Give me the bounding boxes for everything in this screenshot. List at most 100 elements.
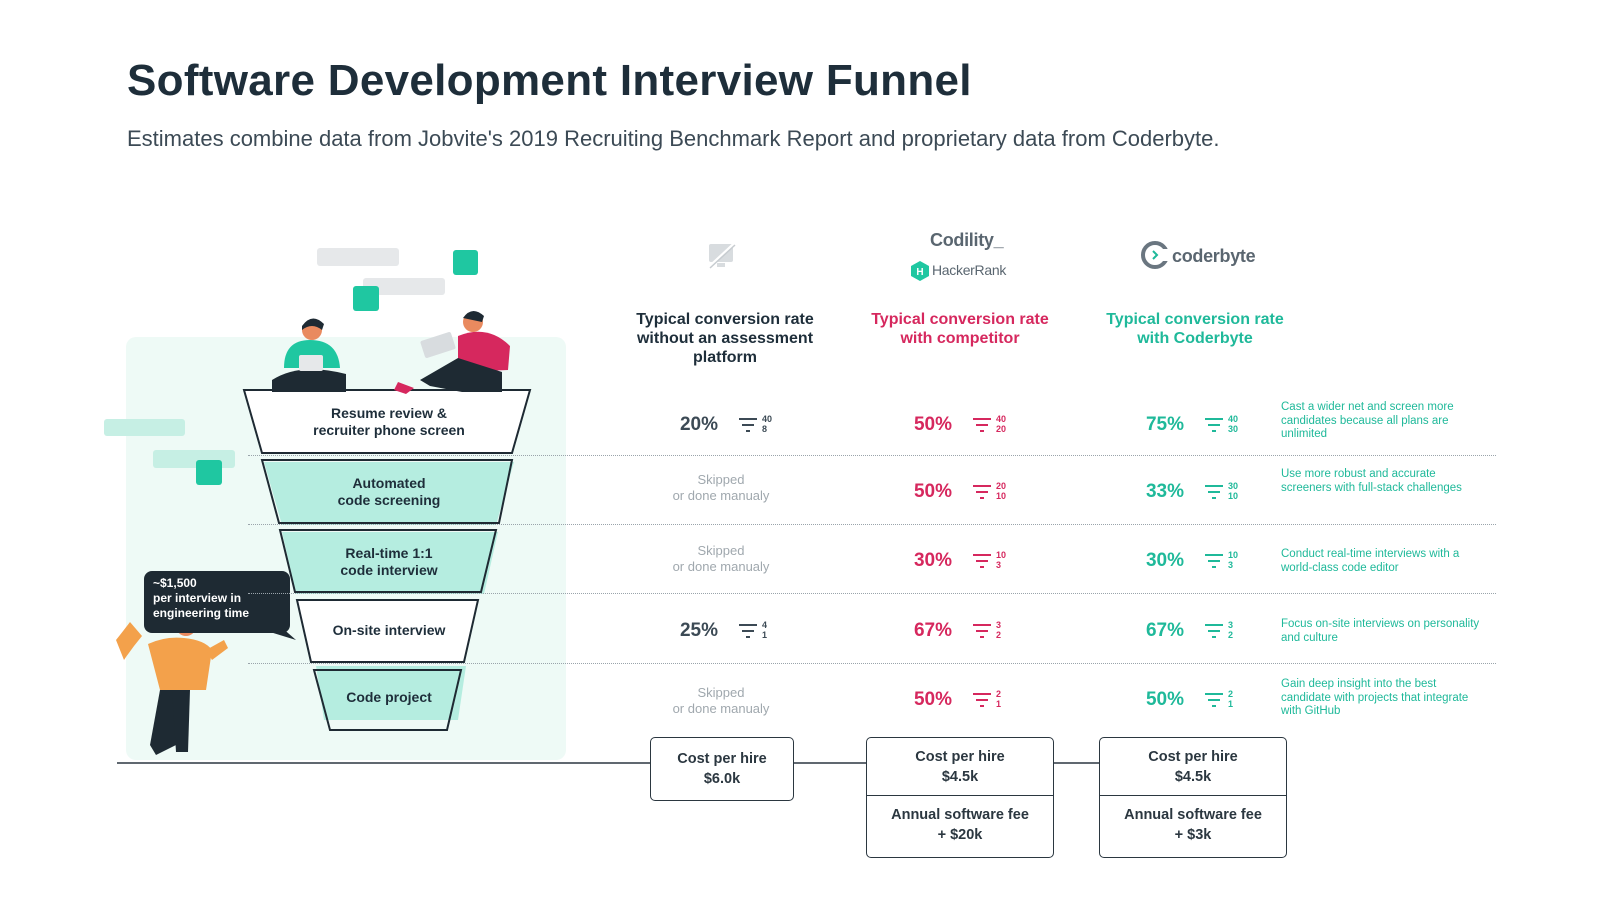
rate-coderbyte: 75% [1145, 414, 1185, 435]
funnel-icon [739, 624, 757, 638]
fraction-competitor: 10 3 [996, 550, 1006, 570]
funnel-icon [973, 418, 991, 432]
row-separator [248, 524, 1496, 525]
rate-competitor: 30% [913, 550, 953, 571]
funnel-stage-3-fill [282, 532, 498, 594]
fraction-top: 2 [996, 689, 1002, 699]
stage-label-2: Automated code screening [269, 475, 509, 509]
funnel-stage-5 [312, 669, 463, 731]
fraction-top: 40 [996, 414, 1007, 424]
benefit-note: Use more robust and accurate screeners w… [1281, 468, 1462, 494]
rate-coderbyte: 30% [1145, 550, 1185, 571]
hackerrank-logo: HackerRank [932, 262, 1007, 278]
fraction-bottom: 2 [1228, 630, 1234, 640]
funnel-icon [1205, 624, 1223, 638]
codility-logo: Codility_ [930, 230, 1004, 250]
stage-label-line: recruiter phone screen [313, 422, 465, 438]
fraction-top: 40 [762, 414, 773, 424]
funnel-icon [973, 693, 991, 707]
stage-label-4: On-site interview [332, 622, 446, 638]
skipped-line: Skipped [697, 472, 745, 487]
row-separator [248, 455, 1496, 456]
skipped-none: Skipped or done manualy [641, 543, 801, 575]
coderbyte-icon [1141, 241, 1169, 269]
row-separator [248, 663, 1496, 664]
fraction-top: 10 [1228, 550, 1239, 560]
funnel-stage-1 [242, 389, 532, 454]
benefit-note: Cast a wider net and screen more candida… [1281, 401, 1454, 440]
cost-label: Cost per hire [677, 751, 767, 767]
fraction-top: 3 [996, 620, 1002, 630]
fraction-bottom: 1 [762, 630, 768, 640]
benefit-note: Conduct real-time interviews with a worl… [1281, 548, 1460, 574]
stage-label-line: Automated [352, 475, 426, 491]
coderbyte-logo: coderbyte [1172, 246, 1256, 266]
box-divider [1100, 795, 1286, 796]
rate-coderbyte: 50% [1145, 689, 1185, 710]
funnel-icon [1205, 485, 1223, 499]
fraction-bottom: 30 [1228, 424, 1239, 434]
callout-bubble [144, 571, 290, 633]
column-header-none: Typical conversion rate without an asses… [636, 311, 814, 366]
stage-label-3: Real-time 1:1 code interview [269, 545, 509, 579]
callout-amount: ~$1,500 [153, 576, 197, 590]
stage-label-line: Resume review & [331, 405, 447, 421]
funnel-icon [973, 624, 991, 638]
rate-none: 20% [679, 414, 719, 435]
fraction-top: 4 [762, 620, 768, 630]
skipped-line: Skipped [697, 685, 745, 700]
stage-label-5: Code project [346, 689, 432, 705]
funnel-stage-2 [260, 459, 514, 524]
no-platform-icon [706, 241, 737, 270]
skipped-line: or done manualy [672, 488, 770, 503]
row-separator [248, 593, 1496, 594]
rate-competitor: 50% [913, 414, 953, 435]
deco-square [453, 250, 478, 275]
deco-square [196, 460, 222, 485]
cost-box-none: Cost per hire $6.0k [650, 737, 794, 801]
person-standing-illustration [116, 616, 228, 755]
skipped-none: Skipped or done manualy [641, 685, 801, 717]
column-header-competitor: Typical conversion rate with competitor [871, 311, 1049, 347]
rate-competitor: 50% [913, 689, 953, 710]
cost-box-competitor: Cost per hire $4.5k Annual software fee … [866, 737, 1054, 858]
column-header-coderbyte: Typical conversion rate with Coderbyte [1106, 311, 1284, 347]
funnel-icon [1205, 554, 1223, 568]
benefit-note: Focus on-site interviews on personality … [1281, 618, 1480, 644]
hackerrank-icon: H [911, 261, 929, 281]
fraction-top: 20 [996, 481, 1007, 491]
callout-line: engineering time [153, 606, 250, 620]
fraction-none: 40 8 [762, 414, 772, 434]
stage-label-line: Real-time 1:1 [345, 545, 433, 561]
fraction-coderbyte: 30 10 [1228, 481, 1238, 501]
person-left-illustration [272, 318, 346, 392]
fraction-bottom: 8 [762, 424, 768, 434]
rate-coderbyte: 33% [1145, 481, 1185, 502]
stage-label-line: code screening [337, 492, 441, 508]
fraction-coderbyte: 40 30 [1228, 414, 1238, 434]
cost-box-coderbyte: Cost per hire $4.5k Annual software fee … [1099, 737, 1287, 858]
fraction-bottom: 2 [996, 630, 1002, 640]
rate-coderbyte: 67% [1145, 620, 1185, 641]
fraction-competitor: 40 20 [996, 414, 1006, 434]
fraction-top: 10 [996, 550, 1007, 560]
cost-label: Cost per hire [915, 749, 1005, 765]
fraction-top: 30 [1228, 481, 1239, 491]
fraction-bottom: 1 [996, 699, 1002, 709]
callout-text: ~$1,500 per interview in engineering tim… [153, 576, 293, 621]
stage-label-line: code interview [340, 562, 438, 578]
fraction-coderbyte: 10 3 [1228, 550, 1238, 570]
funnel-icon [1205, 693, 1223, 707]
deco-bar [104, 419, 185, 436]
fraction-bottom: 20 [996, 424, 1007, 434]
fraction-bottom: 10 [1228, 491, 1239, 501]
skipped-none: Skipped or done manualy [641, 472, 801, 504]
fee-label: Annual software fee [891, 807, 1029, 823]
box-divider [867, 795, 1053, 796]
funnel-stage-3 [278, 529, 498, 593]
funnel-icon [973, 485, 991, 499]
cost-value: $4.5k [1174, 769, 1212, 785]
